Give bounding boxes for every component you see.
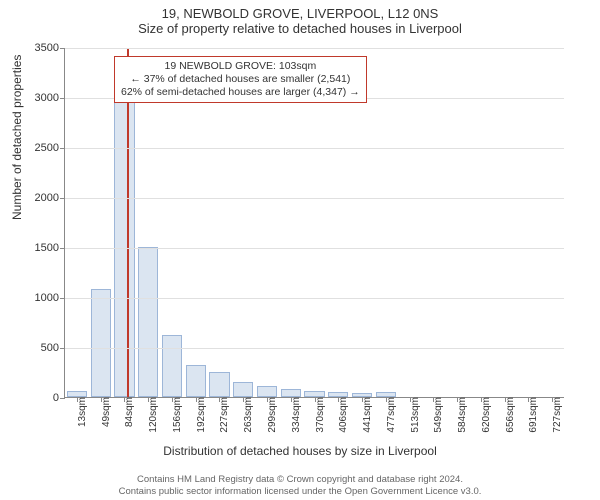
bar-slot: 620sqm [469,48,493,397]
ytick-label: 2000 [35,192,65,204]
y-axis-label: Number of detached properties [10,55,24,220]
xtick-label: 120sqm [144,397,159,433]
gridline [65,48,564,49]
xtick-label: 584sqm [453,397,468,433]
xtick-label: 691sqm [524,397,539,433]
bar-slot: 691sqm [517,48,541,397]
bar-slot: 656sqm [493,48,517,397]
histogram-bar [91,289,111,397]
ytick-label: 500 [41,342,65,354]
ytick-label: 1500 [35,242,65,254]
histogram-bar [257,386,277,397]
footer-line2: Contains public sector information licen… [0,486,600,498]
histogram-bar [114,91,134,397]
xtick-label: 620sqm [477,397,492,433]
chart-container: 19, NEWBOLD GROVE, LIVERPOOL, L12 0NS Si… [0,0,600,500]
histogram-bar [186,365,206,397]
histogram-bar [233,382,253,397]
xtick-label: 227sqm [215,397,230,433]
ytick-label: 3000 [35,92,65,104]
xtick-label: 477sqm [382,397,397,433]
bar-slot: 549sqm [421,48,445,397]
xtick-label: 299sqm [263,397,278,433]
gridline [65,348,564,349]
footer-line1: Contains HM Land Registry data © Crown c… [0,474,600,486]
bar-slot: 727sqm [540,48,564,397]
gridline [65,198,564,199]
bar-slot: 49sqm [89,48,113,397]
chart-title: 19, NEWBOLD GROVE, LIVERPOOL, L12 0NS [0,0,600,21]
ytick-label: 2500 [35,142,65,154]
histogram-bar [162,335,182,397]
xtick-label: 727sqm [548,397,563,433]
footer-attribution: Contains HM Land Registry data © Crown c… [0,474,600,498]
histogram-bar [281,389,301,397]
ytick-label: 3500 [35,42,65,54]
gridline [65,248,564,249]
x-axis-label: Distribution of detached houses by size … [0,444,600,458]
histogram-bar [138,247,158,397]
xtick-label: 84sqm [120,397,135,427]
xtick-label: 656sqm [501,397,516,433]
bar-slot: 13sqm [65,48,89,397]
annotation-line2: ← 37% of detached houses are smaller (2,… [121,73,360,86]
xtick-label: 441sqm [358,397,373,433]
xtick-label: 513sqm [406,397,421,433]
annotation-box: 19 NEWBOLD GROVE: 103sqm ← 37% of detach… [114,56,367,103]
ytick-label: 0 [53,392,65,404]
gridline [65,298,564,299]
xtick-label: 263sqm [239,397,254,433]
xtick-label: 13sqm [73,397,88,427]
chart-subtitle: Size of property relative to detached ho… [0,21,600,40]
xtick-label: 549sqm [429,397,444,433]
xtick-label: 192sqm [192,397,207,433]
xtick-label: 370sqm [311,397,326,433]
xtick-label: 156sqm [168,397,183,433]
annotation-line1: 19 NEWBOLD GROVE: 103sqm [121,60,360,73]
bar-slot: 584sqm [445,48,469,397]
bar-slot: 513sqm [398,48,422,397]
xtick-label: 334sqm [287,397,302,433]
ytick-label: 1000 [35,292,65,304]
bar-slot: 477sqm [374,48,398,397]
gridline [65,148,564,149]
annotation-line3: 62% of semi-detached houses are larger (… [121,86,360,99]
xtick-label: 406sqm [334,397,349,433]
xtick-label: 49sqm [97,397,112,427]
histogram-bar [209,372,229,397]
